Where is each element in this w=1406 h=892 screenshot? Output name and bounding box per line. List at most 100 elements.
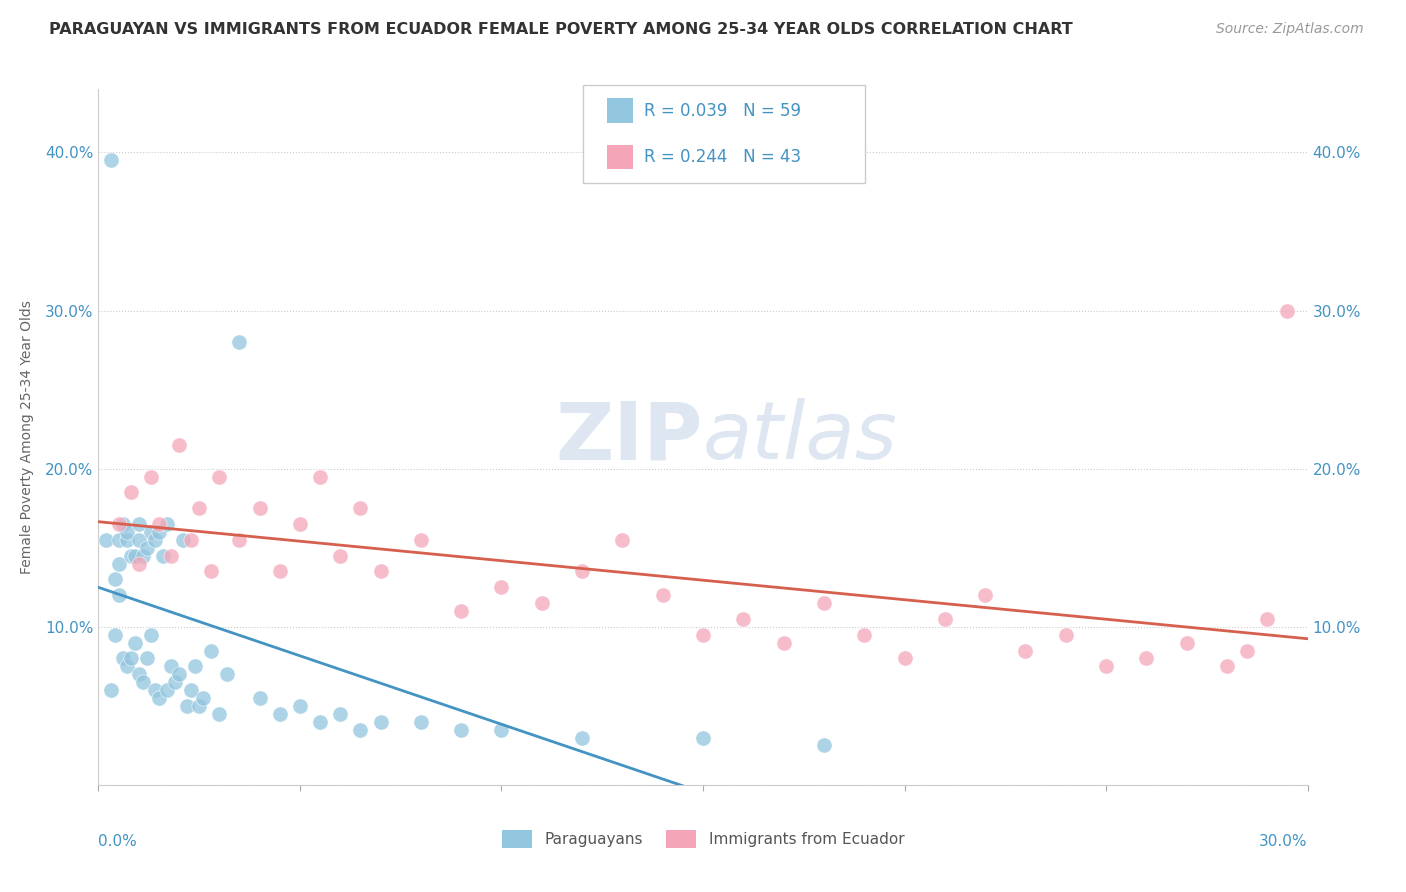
- Point: [103, 628, 125, 642]
- Y-axis label: Female Poverty Among 25-34 Year Olds: Female Poverty Among 25-34 Year Olds: [20, 300, 34, 574]
- Point: [128, 557, 150, 571]
- Point: [115, 533, 138, 547]
- Text: PARAGUAYAN VS IMMIGRANTS FROM ECUADOR FEMALE POVERTY AMONG 25-34 YEAR OLDS CORRE: PARAGUAYAN VS IMMIGRANTS FROM ECUADOR FE…: [49, 22, 1073, 37]
- Point: [249, 501, 271, 516]
- Point: [853, 628, 876, 642]
- Point: [107, 516, 129, 531]
- Point: [103, 573, 125, 587]
- Point: [148, 516, 170, 531]
- Point: [370, 565, 392, 579]
- Text: atlas: atlas: [703, 398, 898, 476]
- Point: [208, 706, 231, 721]
- Point: [1175, 635, 1198, 649]
- Point: [128, 667, 150, 681]
- Point: [139, 469, 162, 483]
- Point: [530, 596, 553, 610]
- Point: [107, 557, 129, 571]
- Text: 30.0%: 30.0%: [1260, 834, 1308, 848]
- Point: [100, 153, 122, 168]
- Point: [107, 588, 129, 602]
- Point: [148, 690, 170, 705]
- Text: 0.0%: 0.0%: [98, 834, 138, 848]
- Point: [491, 580, 513, 594]
- Point: [309, 714, 332, 729]
- Point: [208, 469, 231, 483]
- Point: [120, 651, 142, 665]
- Point: [813, 739, 835, 753]
- Point: [176, 698, 198, 713]
- Point: [160, 549, 183, 563]
- Point: [934, 612, 956, 626]
- Point: [152, 549, 174, 563]
- Point: [1216, 659, 1239, 673]
- Point: [188, 501, 211, 516]
- Point: [107, 533, 129, 547]
- Point: [450, 723, 472, 737]
- Point: [128, 516, 150, 531]
- Point: [115, 524, 138, 539]
- Point: [288, 698, 311, 713]
- Point: [571, 565, 593, 579]
- Point: [1095, 659, 1118, 673]
- Point: [692, 731, 714, 745]
- Text: Source: ZipAtlas.com: Source: ZipAtlas.com: [1216, 22, 1364, 37]
- Point: [115, 659, 138, 673]
- Point: [135, 541, 157, 555]
- Point: [172, 533, 194, 547]
- Point: [188, 698, 211, 713]
- Point: [571, 731, 593, 745]
- Point: [1256, 612, 1278, 626]
- Point: [228, 533, 250, 547]
- Point: [228, 335, 250, 350]
- Point: [143, 533, 166, 547]
- Point: [329, 706, 352, 721]
- Point: [249, 690, 271, 705]
- Point: [217, 667, 239, 681]
- Point: [288, 516, 311, 531]
- Point: [200, 643, 222, 657]
- Point: [491, 723, 513, 737]
- Point: [1277, 303, 1299, 318]
- Point: [329, 549, 352, 563]
- Point: [167, 667, 190, 681]
- Point: [135, 651, 157, 665]
- Point: [651, 588, 673, 602]
- Point: [160, 659, 183, 673]
- Point: [180, 683, 202, 698]
- Point: [1014, 643, 1036, 657]
- Point: [100, 683, 122, 698]
- Point: [143, 683, 166, 698]
- Point: [370, 714, 392, 729]
- Point: [200, 565, 222, 579]
- Point: [1236, 643, 1258, 657]
- Point: [124, 549, 146, 563]
- Point: [450, 604, 472, 618]
- Point: [269, 565, 291, 579]
- Point: [409, 533, 432, 547]
- Point: [163, 675, 186, 690]
- Point: [772, 635, 794, 649]
- Point: [120, 485, 142, 500]
- Point: [349, 501, 371, 516]
- Point: [139, 628, 162, 642]
- Point: [180, 533, 202, 547]
- Point: [124, 635, 146, 649]
- Point: [692, 628, 714, 642]
- Point: [893, 651, 915, 665]
- Point: [132, 549, 155, 563]
- Text: R = 0.244   N = 43: R = 0.244 N = 43: [644, 148, 801, 166]
- Point: [148, 524, 170, 539]
- Point: [128, 533, 150, 547]
- Legend: Paraguayans, Immigrants from Ecuador: Paraguayans, Immigrants from Ecuador: [495, 824, 911, 854]
- Point: [409, 714, 432, 729]
- Point: [1054, 628, 1077, 642]
- Point: [132, 675, 155, 690]
- Point: [184, 659, 207, 673]
- Point: [139, 524, 162, 539]
- Point: [1135, 651, 1157, 665]
- Point: [349, 723, 371, 737]
- Point: [156, 683, 179, 698]
- Point: [167, 438, 190, 452]
- Text: ZIP: ZIP: [555, 398, 703, 476]
- Point: [111, 651, 134, 665]
